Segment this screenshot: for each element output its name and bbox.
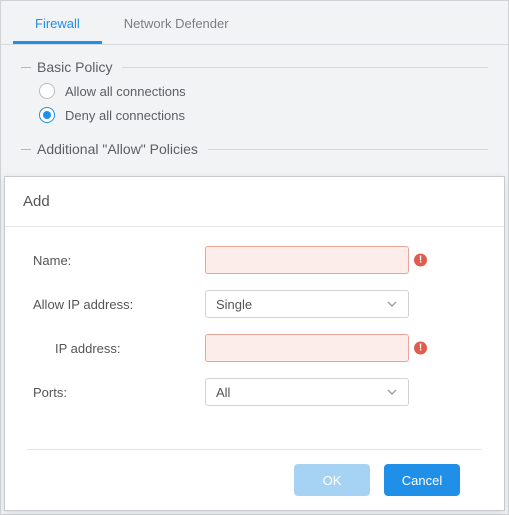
radio-allow-all[interactable]: Allow all connections [39,83,488,99]
row-name: Name: ! [33,245,480,275]
section-title: Basic Policy [37,59,112,75]
section-header-basic[interactable]: Basic Policy [21,59,488,75]
chevron-down-icon [386,386,398,398]
section-basic-policy: Basic Policy Allow all connections Deny … [1,45,508,137]
modal-title: Add [5,177,504,227]
radio-label: Allow all connections [65,84,186,99]
label-ports: Ports: [33,385,205,400]
select-value: Single [216,297,252,312]
allow-ip-select[interactable]: Single [205,290,409,318]
ip-address-input[interactable] [205,334,409,362]
error-icon: ! [414,254,427,267]
add-policy-modal: Add Name: ! Allow IP address: Single IP … [4,176,505,511]
divider [208,149,488,150]
section-additional: Additional "Allow" Policies [1,137,508,171]
cancel-button[interactable]: Cancel [384,464,460,496]
row-ports: Ports: All [33,377,480,407]
divider [122,67,488,68]
error-icon: ! [414,342,427,355]
section-title: Additional "Allow" Policies [37,141,198,157]
ok-button[interactable]: OK [294,464,370,496]
radio-icon [39,83,55,99]
section-header-additional[interactable]: Additional "Allow" Policies [21,141,488,157]
modal-footer: OK Cancel [27,449,482,510]
select-value: All [216,385,230,400]
radio-icon [39,107,55,123]
collapse-indicator-icon [21,149,31,150]
tab-network-defender[interactable]: Network Defender [102,4,251,44]
name-input[interactable] [205,246,409,274]
modal-body: Name: ! Allow IP address: Single IP addr… [5,227,504,449]
label-name: Name: [33,253,205,268]
row-allow-ip: Allow IP address: Single [33,289,480,319]
chevron-down-icon [386,298,398,310]
radio-label: Deny all connections [65,108,185,123]
label-allow-ip: Allow IP address: [33,297,205,312]
label-ip: IP address: [33,341,205,356]
ports-select[interactable]: All [205,378,409,406]
tab-firewall[interactable]: Firewall [13,4,102,44]
radio-deny-all[interactable]: Deny all connections [39,107,488,123]
collapse-indicator-icon [21,67,31,68]
tabs-bar: Firewall Network Defender [1,1,508,45]
row-ip-address: IP address: ! [33,333,480,363]
